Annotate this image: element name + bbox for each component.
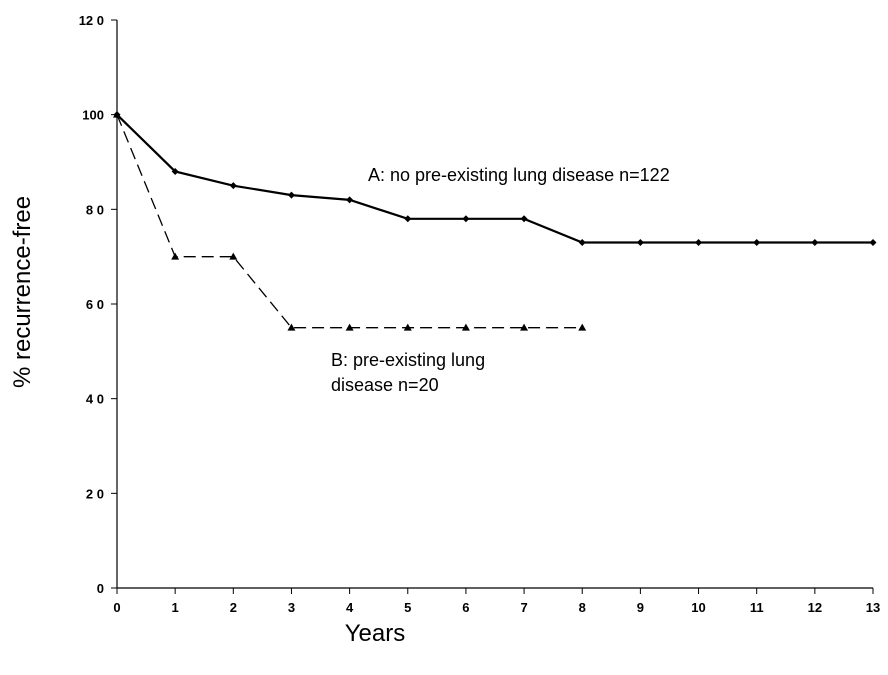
- series-b-point: [287, 323, 296, 331]
- series-a-point: [578, 238, 586, 246]
- series-a-point: [229, 182, 237, 190]
- series-b-point: [520, 323, 529, 331]
- x-tick-label: 6: [462, 600, 469, 615]
- axes: [116, 20, 873, 589]
- y-axis-ticks: 0 2 0 4 0 6 0 8 0 100 12 0: [79, 13, 117, 596]
- x-tick-label: 3: [288, 600, 295, 615]
- y-tick-label: 100: [82, 108, 104, 123]
- series-a-point: [811, 238, 819, 246]
- series-b-point: [578, 323, 587, 331]
- series-a-point: [404, 215, 412, 223]
- series-b-point: [345, 323, 354, 331]
- series-a-point: [695, 238, 703, 246]
- series-b-point: [171, 252, 180, 260]
- series-a-point: [520, 215, 528, 223]
- series-a-point: [462, 215, 470, 223]
- series-a-point: [869, 238, 877, 246]
- series-b-point: [113, 110, 121, 118]
- annotation-series-b-line-1: B: pre-existing lung: [331, 350, 485, 370]
- x-tick-label: 2: [230, 600, 237, 615]
- y-tick-label: 4 0: [86, 392, 104, 407]
- y-tick-label: 8 0: [86, 202, 104, 217]
- y-axis-title: % recurrence-free: [9, 196, 36, 388]
- x-tick-label: 12: [808, 600, 822, 615]
- x-axis-title: Years: [345, 620, 406, 647]
- series-b-line: [116, 114, 583, 329]
- series-a-line: [116, 113, 873, 244]
- x-tick-label: 7: [520, 600, 527, 615]
- x-tick-label: 8: [579, 600, 586, 615]
- y-tick-label: 2 0: [86, 486, 104, 501]
- x-tick-label: 5: [404, 600, 411, 615]
- series-b-point: [461, 323, 470, 331]
- y-tick-label: 0: [97, 581, 104, 596]
- y-tick-label: 12 0: [79, 13, 104, 28]
- series-b-point: [229, 252, 238, 260]
- series-layer: [113, 110, 877, 331]
- x-tick-label: 4: [346, 600, 354, 615]
- series-a-point: [753, 238, 761, 246]
- x-tick-label: 13: [866, 600, 880, 615]
- series-a-point: [287, 191, 295, 199]
- x-axis-ticks: 0 1 2 3 4 5 6 7 8 9 10 11 12 13: [113, 588, 880, 615]
- annotation-series-b-line-2: disease n=20: [331, 375, 439, 395]
- series-a-point: [346, 196, 354, 204]
- x-tick-label: 9: [637, 600, 644, 615]
- x-tick-label: 11: [750, 600, 764, 615]
- x-tick-label: 0: [113, 600, 120, 615]
- series-b-point: [403, 323, 412, 331]
- x-tick-label: 10: [691, 600, 705, 615]
- series-a-point: [636, 238, 644, 246]
- series-a-point: [171, 167, 179, 175]
- annotation-series-a: A: no pre-existing lung disease n=122: [368, 165, 670, 185]
- y-tick-label: 6 0: [86, 297, 104, 312]
- x-tick-label: 1: [172, 600, 179, 615]
